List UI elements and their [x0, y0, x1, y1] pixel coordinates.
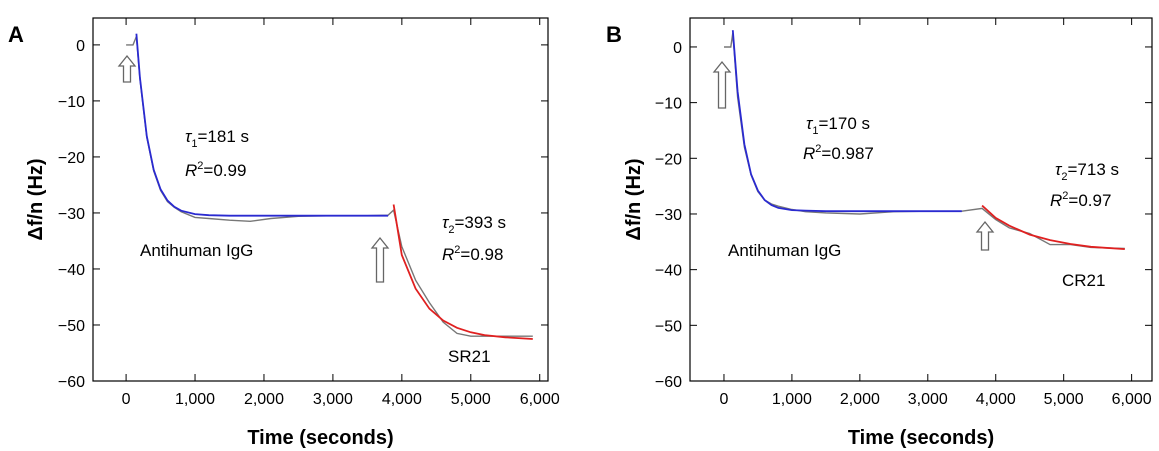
arrow: [712, 60, 732, 109]
panel-label: A: [8, 22, 24, 47]
annotation-symbol: R: [803, 144, 815, 163]
annotation-subscript: 1: [191, 138, 197, 150]
x-tick-label: 5,000: [451, 391, 491, 408]
annotation-subscript: 2: [448, 224, 454, 236]
y-tick-label: −20: [655, 151, 682, 168]
series-line: [731, 30, 962, 213]
y-tick-label: −50: [58, 318, 85, 335]
y-tick-label: −60: [58, 374, 85, 391]
y-axis-label: Δf/n (Hz): [623, 158, 645, 240]
series-line: [981, 204, 1125, 250]
x-tick-label: 4,000: [382, 391, 422, 408]
y-tick-label: −40: [58, 262, 85, 279]
series-line: [392, 204, 533, 340]
plot-frame: [689, 17, 1153, 382]
series-line: [126, 36, 533, 337]
annotation: τ2=713 s: [1055, 160, 1119, 183]
annotation-text: =0.987: [821, 144, 873, 163]
x-tick-label: 5,000: [1044, 391, 1084, 408]
y-axis-label: Δf/n (Hz): [25, 158, 47, 240]
annotation: R2=0.987: [803, 143, 874, 163]
annotation: τ2=393 s: [442, 213, 506, 236]
x-tick-label: 4,000: [976, 391, 1016, 408]
annotation: R2=0.99: [185, 160, 246, 180]
annotation: CR21: [1062, 271, 1105, 290]
annotation: Antihuman IgG: [728, 241, 841, 260]
arrow: [975, 220, 995, 251]
x-axis-label: Time (seconds): [848, 427, 994, 449]
annotation-text: =170 s: [818, 114, 870, 133]
series-line: [135, 33, 389, 217]
annotation-text: =713 s: [1067, 160, 1119, 179]
annotation: τ1=170 s: [806, 114, 870, 137]
annotation-subscript: 1: [812, 125, 818, 137]
annotation-superscript: 2: [815, 143, 821, 155]
series-line: [724, 32, 1125, 250]
annotation: R2=0.98: [442, 244, 503, 264]
annotation: Antihuman IgG: [140, 241, 253, 260]
x-tick-label: 2,000: [840, 391, 880, 408]
x-tick-label: 1,000: [175, 391, 215, 408]
annotation-symbol: τ: [185, 127, 193, 146]
annotation-symbol: τ: [806, 114, 814, 133]
annotation-text: =0.99: [203, 161, 246, 180]
annotation-text: =393 s: [454, 213, 506, 232]
y-tick-label: −30: [655, 207, 682, 224]
plot-frame: [92, 17, 549, 382]
annotation-superscript: 2: [1062, 190, 1068, 202]
annotation-symbol: τ: [1055, 160, 1063, 179]
arrow: [117, 54, 137, 83]
panel-label: B: [606, 22, 622, 47]
annotation: τ1=181 s: [185, 127, 249, 150]
annotation-text: =181 s: [197, 127, 249, 146]
y-tick-label: 0: [76, 38, 85, 55]
y-tick-label: −50: [655, 318, 682, 335]
annotation-text: =0.98: [460, 245, 503, 264]
y-tick-label: −10: [655, 96, 682, 113]
y-tick-label: −10: [58, 94, 85, 111]
y-tick-label: −40: [655, 263, 682, 280]
annotation-subscript: 2: [1061, 171, 1067, 183]
x-tick-label: 3,000: [313, 391, 353, 408]
x-tick-label: 0: [122, 391, 131, 408]
annotation-symbol: R: [1050, 191, 1062, 210]
y-tick-label: −30: [58, 206, 85, 223]
y-tick-label: 0: [673, 40, 682, 57]
x-tick-label: 1,000: [772, 391, 812, 408]
x-axis-label: Time (seconds): [247, 427, 393, 449]
annotation-text: =0.97: [1068, 191, 1111, 210]
x-tick-label: 2,000: [244, 391, 284, 408]
annotation-symbol: τ: [442, 213, 450, 232]
x-tick-label: 3,000: [908, 391, 948, 408]
x-tick-label: 6,000: [1112, 391, 1152, 408]
annotation-symbol: R: [442, 245, 454, 264]
y-tick-label: −20: [58, 150, 85, 167]
y-tick-label: −60: [655, 374, 682, 391]
annotation-symbol: R: [185, 161, 197, 180]
annotation-superscript: 2: [454, 244, 460, 256]
annotation: SR21: [448, 347, 491, 366]
arrow: [370, 236, 390, 283]
x-tick-label: 6,000: [520, 391, 560, 408]
annotation: R2=0.97: [1050, 190, 1111, 210]
annotation-superscript: 2: [197, 160, 203, 172]
x-tick-label: 0: [720, 391, 729, 408]
